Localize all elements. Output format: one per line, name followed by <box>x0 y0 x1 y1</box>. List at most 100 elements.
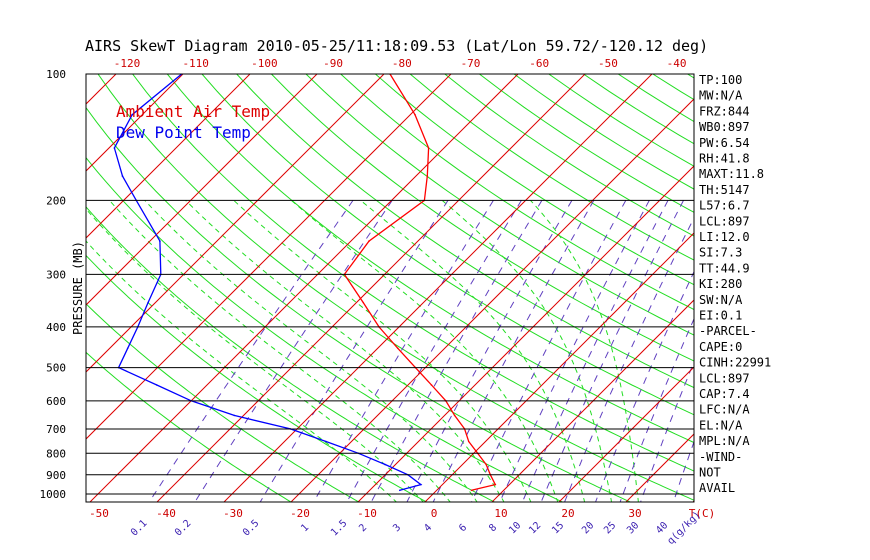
ambient-point <box>494 483 497 486</box>
mixing-ratio-tick-label: 8 <box>487 522 499 534</box>
isotherm <box>223 74 653 502</box>
index-item: LCL:897 <box>699 214 750 228</box>
dry-adiabat <box>826 74 870 503</box>
dewpoint-point <box>159 240 161 242</box>
mixing-ratio-tick-label: 40 <box>654 520 670 536</box>
index-item: SI:7.3 <box>699 246 742 260</box>
dewpoint-point <box>147 301 149 304</box>
mixing-ratio-line <box>259 200 449 502</box>
index-item: TH:5147 <box>699 183 750 197</box>
dry-adiabat <box>340 74 694 311</box>
dewpoint-point <box>233 414 235 417</box>
ambient-point <box>414 113 416 116</box>
dewpoint-point <box>113 147 116 149</box>
dry-adiabat <box>479 74 694 213</box>
dry-adiabat <box>305 74 694 336</box>
isotherm <box>290 98 694 502</box>
moist-adiabat <box>144 200 478 502</box>
mixing-ratio-tick-label: q(g/kg) <box>665 509 703 547</box>
mixing-ratio-tick-label: 4 <box>422 522 434 534</box>
index-item: -WIND- <box>699 450 742 464</box>
ambient-point <box>362 301 365 304</box>
top-temp-tick-label: -60 <box>529 57 549 70</box>
moist-adiabat <box>185 200 505 502</box>
top-temp-tick-label: -110 <box>182 57 209 70</box>
ambient-point <box>397 347 399 350</box>
isotherm <box>86 74 452 440</box>
dry-adiabat <box>86 206 496 502</box>
mixing-ratio-tick-label: 10 <box>507 520 523 536</box>
pressure-tick-label: 900 <box>46 469 66 482</box>
pressure-tick-label: 700 <box>46 423 66 436</box>
mixing-ratio-line <box>640 360 694 502</box>
mixing-ratio-tick-label: 30 <box>625 520 641 536</box>
dewpoint-point <box>399 489 401 492</box>
top-temp-tick-label: -40 <box>667 57 687 70</box>
mixing-ratio-tick-label: 2 <box>357 522 369 534</box>
index-item: EL:N/A <box>699 418 743 432</box>
dry-adiabat <box>271 74 694 362</box>
mixing-ratio-tick-label: 15 <box>550 520 566 536</box>
isotherm <box>0 74 49 503</box>
moist-adiabat <box>86 240 398 502</box>
dry-adiabat <box>409 74 694 261</box>
dewpoint-point <box>325 440 327 443</box>
mixing-ratio-tick-label: 3 <box>391 522 403 534</box>
index-item: KI:280 <box>699 277 742 291</box>
top-temp-tick-label: -70 <box>461 57 481 70</box>
index-item: PW:6.54 <box>699 136 750 150</box>
isotherm <box>826 74 870 503</box>
bottom-temp-tick-label: 0 <box>431 507 438 520</box>
legend-ambient: Ambient Air Temp <box>116 102 270 121</box>
dewpoint-point <box>420 483 422 486</box>
top-temp-tick-label: -90 <box>323 57 343 70</box>
bottom-temp-tick-label: T(C) <box>689 507 716 520</box>
ambient-point <box>467 440 470 443</box>
pressure-tick-label: 600 <box>46 395 66 408</box>
mixing-ratio-tick-label: 1 <box>299 522 311 534</box>
dry-adiabat <box>166 74 694 444</box>
index-item: RH:41.8 <box>699 152 750 166</box>
pressure-tick-label: 800 <box>46 447 66 460</box>
dry-adiabat <box>201 74 694 416</box>
bottom-temp-tick-label: -50 <box>89 507 109 520</box>
ambient-point <box>427 147 430 149</box>
isotherm <box>156 74 586 502</box>
pressure-tick-label: 200 <box>46 194 66 207</box>
mixing-ratio-tick-label: 0.5 <box>241 518 262 539</box>
index-item: NOT <box>699 466 721 480</box>
bottom-temp-tick-label: 20 <box>561 507 574 520</box>
pressure-tick-label: 400 <box>46 321 66 334</box>
legend-dewpoint: Dew Point Temp <box>116 123 251 142</box>
index-item: WB0:897 <box>699 120 750 134</box>
mixing-ratio-tick-label: 1.5 <box>329 518 350 539</box>
index-item: CAP:7.4 <box>699 387 750 401</box>
dewpoint-point <box>131 113 133 116</box>
isotherm <box>86 74 385 373</box>
top-temp-tick-label: -50 <box>598 57 618 70</box>
index-item: CAPE:0 <box>699 340 742 354</box>
moist-adiabat <box>86 208 424 502</box>
ambient-point <box>426 175 429 177</box>
index-item: CINH:22991 <box>699 356 771 370</box>
mixing-ratio-tick-label: 12 <box>527 520 543 536</box>
top-temp-tick-label: -120 <box>114 57 141 70</box>
isotherm <box>86 74 251 239</box>
ambient-point <box>453 414 456 417</box>
dry-adiabat <box>86 351 292 502</box>
moist-adiabat <box>291 200 559 502</box>
mixing-ratio-line <box>499 200 650 502</box>
dewpoint-point <box>121 175 124 177</box>
mixing-ratio-line <box>619 317 694 502</box>
mixing-ratio-line <box>370 200 543 502</box>
mixing-ratio-line <box>406 200 573 502</box>
index-item: TT:44.9 <box>699 261 750 275</box>
isotherm <box>89 74 519 502</box>
mixing-ratio-line <box>521 200 669 502</box>
mixing-ratio-tick-label: 0.2 <box>173 518 194 539</box>
ambient-point <box>368 240 370 242</box>
dry-adiabat <box>236 74 694 389</box>
index-item: EI:0.1 <box>699 309 742 323</box>
mixing-ratio-line <box>540 200 684 502</box>
dewpoint-point <box>156 384 158 386</box>
